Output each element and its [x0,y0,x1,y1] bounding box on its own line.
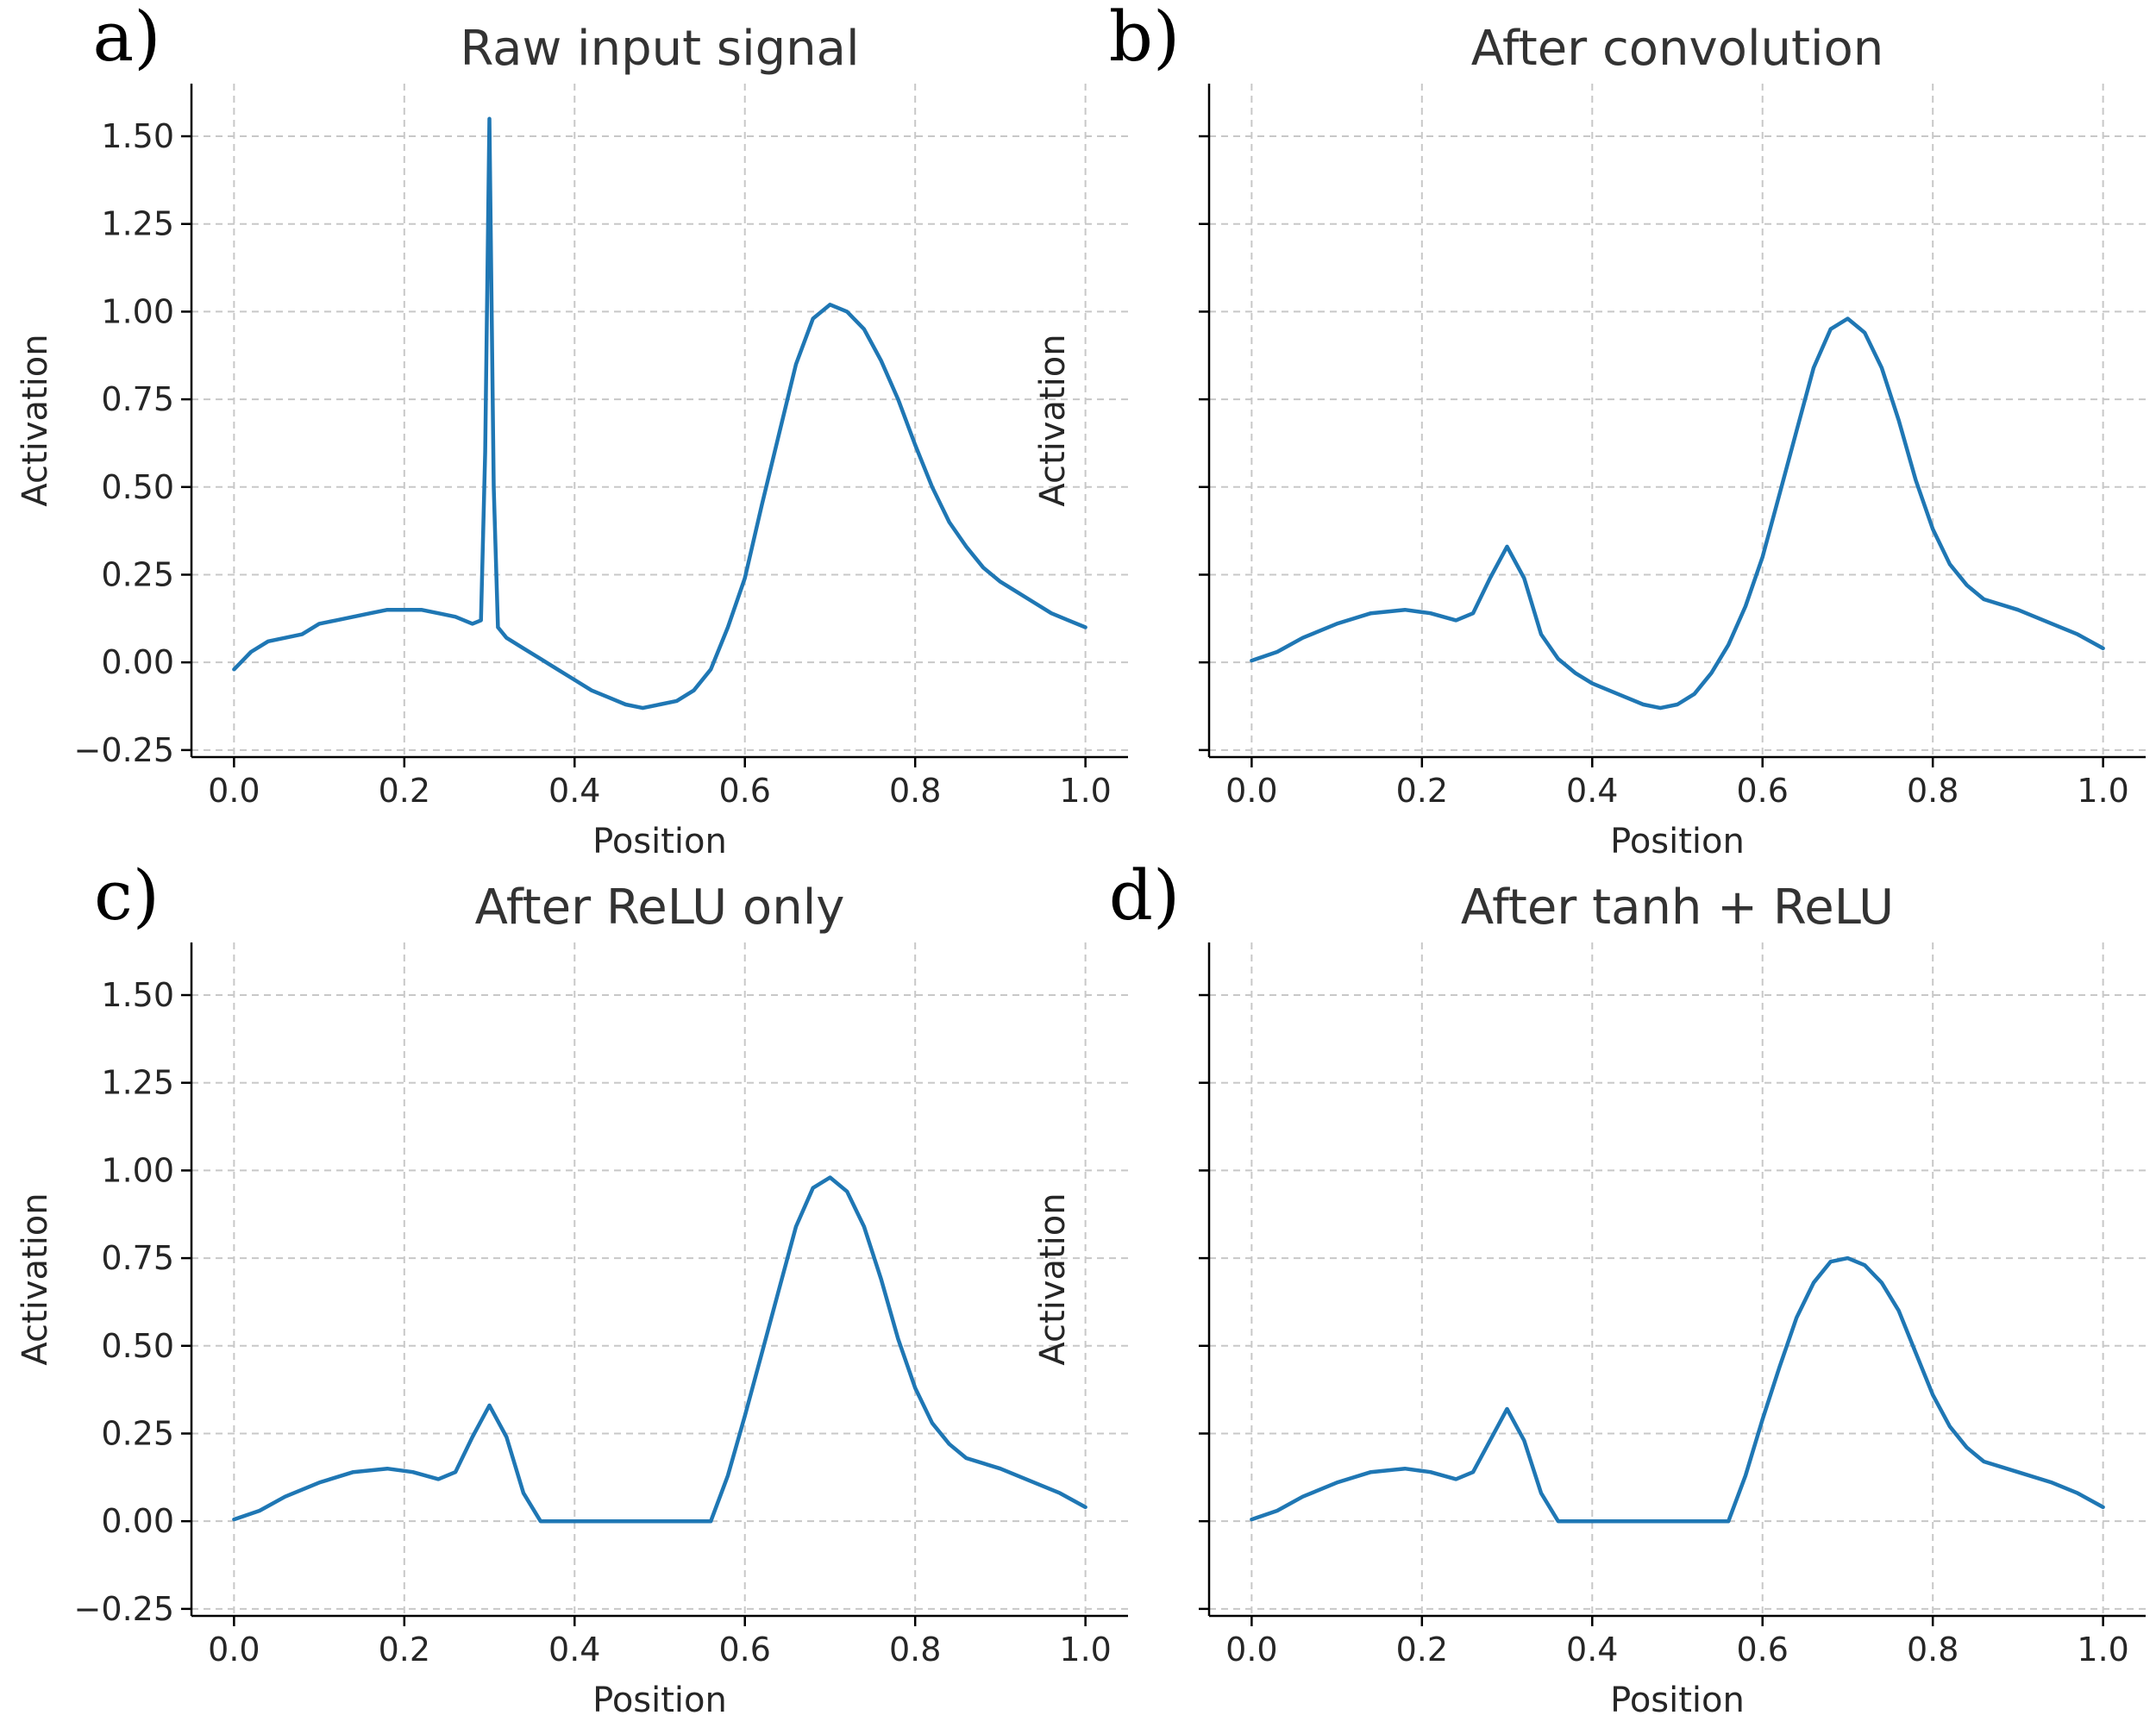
y-tick-label: 1.25 [101,205,174,243]
panel-title: Raw input signal [460,21,859,77]
chart-panel-4: 0.0 0.2 0.4 0.6 0.8 1.0 Position Activation Afte… [1033,855,2146,1720]
y-tick-label: −0.25 [74,731,174,769]
x-axis-label: Position [1610,822,1745,861]
x-tick-label: 0.2 [379,772,430,810]
y-tick-label: 1.25 [101,1064,174,1102]
panel-letter: a) [93,0,161,77]
x-tick-label: 0.2 [379,1631,430,1669]
y-axis-label: Activation [16,334,55,506]
y-tick-label: 0.50 [101,468,174,506]
x-tick-label: 0.4 [1566,772,1618,810]
x-tick-label: 0.4 [548,772,600,810]
chart-panel-2: 0.0 0.2 0.4 0.6 0.8 1.0 Position Activation Afte… [1033,0,2146,861]
x-tick-label: 1.0 [1059,772,1111,810]
panel-title: After tanh + ReLU [1461,880,1894,936]
x-tick-label: 0.8 [889,772,941,810]
x-tick-label: 0.4 [548,1631,600,1669]
y-axis-label: Activation [16,1193,55,1365]
x-tick-label: 0.6 [1737,772,1789,810]
y-tick-label: 0.50 [101,1327,174,1365]
x-tick-label: 0.0 [1225,1631,1277,1669]
y-tick-label: 0.25 [101,555,174,593]
x-tick-label: 0.8 [1907,1631,1959,1669]
panel-letter: d) [1109,855,1180,936]
x-tick-label: 1.0 [2077,1631,2128,1669]
y-axis-label: Activation [1033,1193,1073,1365]
x-tick-label: 1.0 [1059,1631,1111,1669]
x-tick-label: 0.0 [208,772,260,810]
chart-panel-3: 0.0 0.2 0.4 0.6 0.8 1.0 −0.25 0.00 0.25 0.50 0.75 1… [16,855,1128,1720]
series-line [1250,316,2105,711]
x-tick-label: 0.6 [719,772,771,810]
y-tick-label: 1.50 [101,117,174,155]
x-tick-label: 0.0 [1225,772,1277,810]
chart-panel-1: 0.0 0.2 0.4 0.6 0.8 1.0 −0.25 0.00 0.25 0.50 0.75 1… [16,0,1128,861]
x-axis-label: Position [1610,1681,1745,1720]
x-axis-label: Position [592,1681,727,1720]
x-axis-label: Position [592,822,727,861]
panel-title: After convolution [1471,21,1884,77]
x-tick-label: 0.4 [1566,1631,1618,1669]
y-axis-label: Activation [1033,334,1073,506]
y-tick-label: 1.50 [101,976,174,1014]
y-tick-label: 0.00 [101,1502,174,1540]
x-tick-label: 0.2 [1396,772,1448,810]
series-line [232,1175,1087,1524]
y-tick-label: 0.75 [101,380,174,418]
x-tick-label: 0.6 [719,1631,771,1669]
y-tick-label: 0.00 [101,643,174,681]
y-tick-label: 1.00 [101,292,174,330]
x-tick-label: 0.0 [208,1631,260,1669]
y-tick-label: 0.25 [101,1414,174,1452]
panel-letter: c) [94,855,160,936]
panel-title: After ReLU only [475,880,845,936]
x-tick-label: 0.8 [889,1631,941,1669]
y-tick-label: 0.75 [101,1239,174,1277]
x-tick-label: 0.2 [1396,1631,1448,1669]
y-tick-label: 1.00 [101,1151,174,1189]
x-tick-label: 0.8 [1907,772,1959,810]
x-tick-label: 0.6 [1737,1631,1789,1669]
series-line [1250,1255,2105,1524]
series-line [232,116,1087,711]
x-tick-label: 1.0 [2077,772,2128,810]
panel-letter: b) [1109,0,1180,77]
y-tick-label: −0.25 [74,1590,174,1628]
